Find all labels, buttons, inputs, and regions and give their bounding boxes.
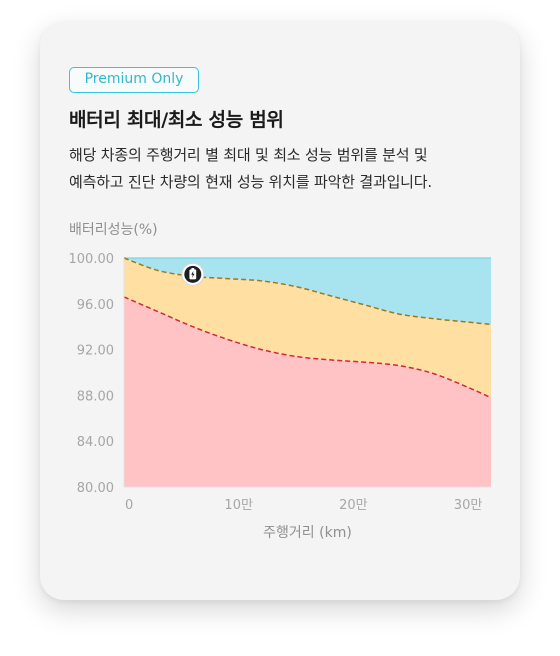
description-line-1: 해당 차종의 주행거리 별 최대 및 최소 성능 범위를 분석 및 [69,146,428,164]
y-tick-label: 88.00 [77,389,114,404]
min-performance-line [123,296,492,399]
performance-range-area [124,258,491,398]
upper-headroom-area [124,258,491,325]
x-tick-label: 0 [125,498,133,513]
y-tick-label: 100.00 [69,252,115,267]
x-axis-label: 주행거리 (km) [263,525,352,541]
plot-area: 100.00 96.00 92.00 88.00 84.00 80.00 0 10만 20만 30… [69,252,492,513]
y-tick-label: 96.00 [77,298,114,313]
premium-only-badge: Premium Only [69,67,199,93]
x-tick-label: 10만 [224,498,253,513]
y-tick-label: 92.00 [77,344,114,359]
description-line-2: 예측하고 진단 차량의 현재 성능 위치를 파악한 결과입니다. [69,173,432,191]
y-tick-label: 80.00 [77,481,114,496]
battery-bolt-icon[interactable] [181,262,205,286]
x-tick-label: 20만 [339,498,368,513]
card-description: 해당 차종의 주행거리 별 최대 및 최소 성능 범위를 분석 및 예측하고 진… [69,142,489,196]
lower-area [124,296,491,487]
y-axis-label: 배터리성능(%) [69,222,158,238]
x-tick-label: 30만 [454,498,483,513]
y-tick-label: 84.00 [77,435,114,450]
card-title: 배터리 최대/최소 성능 범위 [69,109,284,131]
